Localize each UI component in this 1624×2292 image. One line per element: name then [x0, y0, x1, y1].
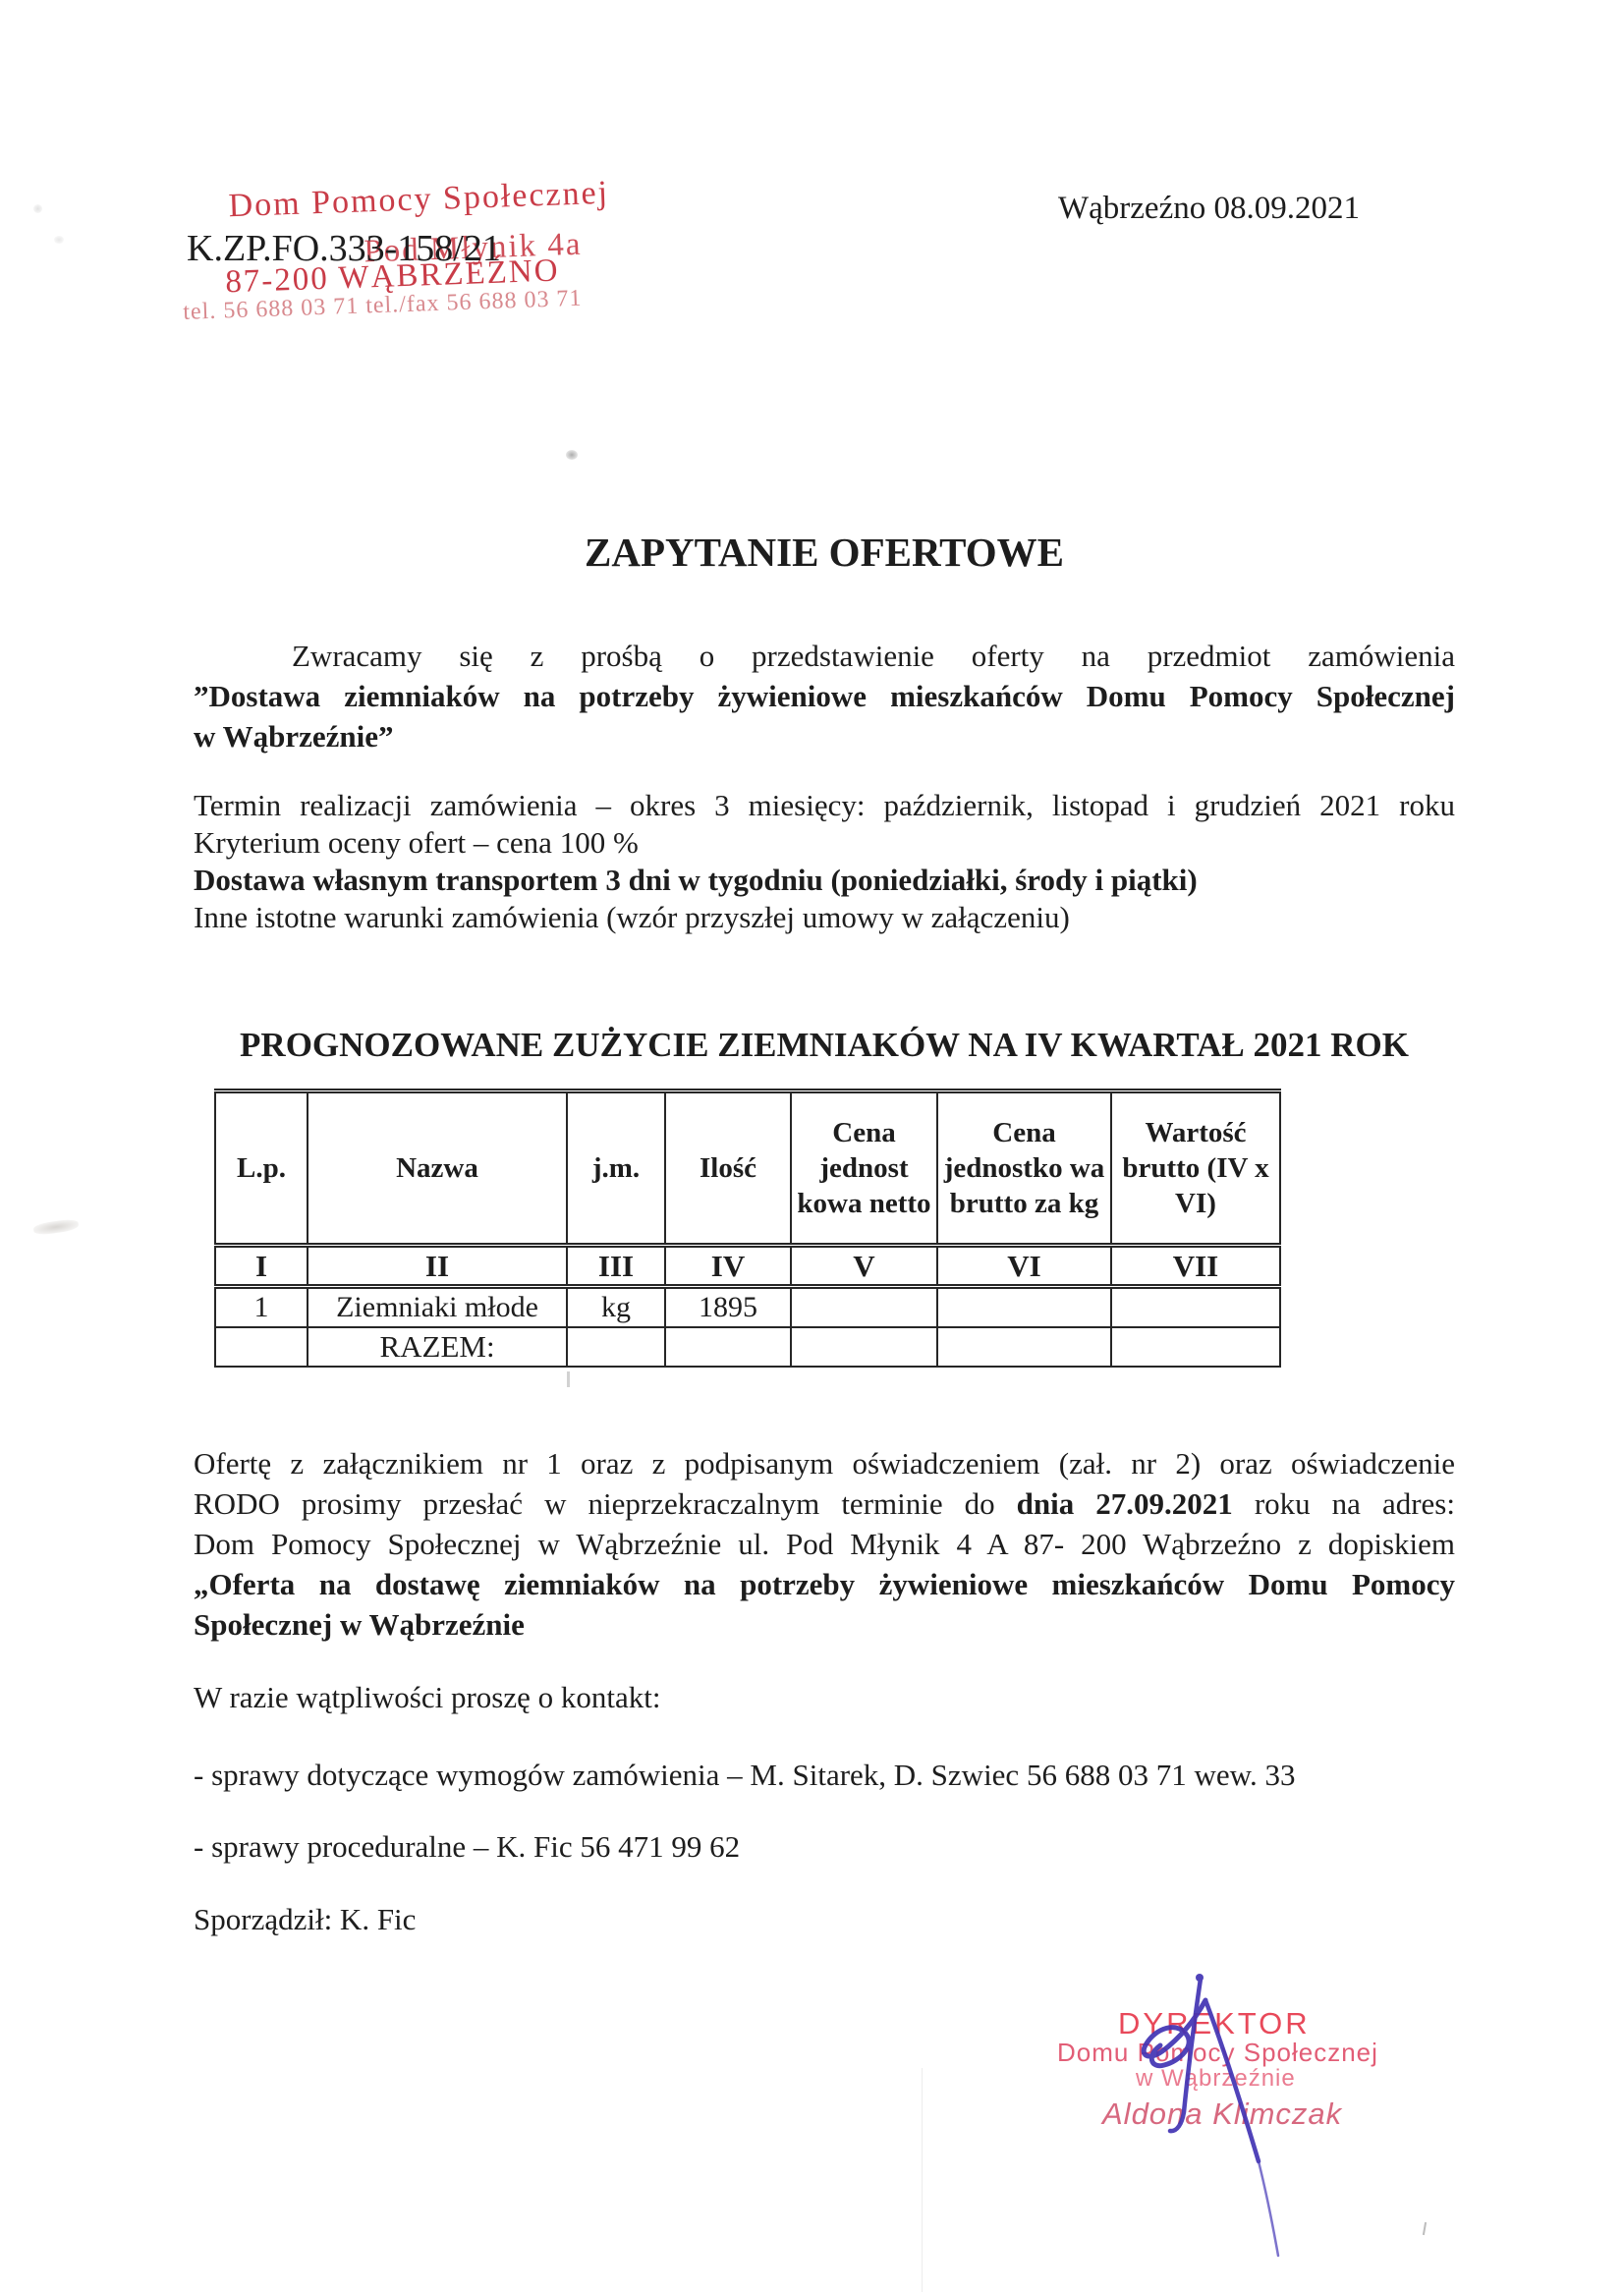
terms-line-4: Inne istotne warunki zamówienia (wzór pr… — [194, 900, 1070, 934]
intro-paragraph: Zwracamy się z prośbą o przedstawienie o… — [194, 639, 1455, 759]
roman-cell: VII — [1110, 1244, 1281, 1289]
submission-line-2: RODO prosimy przesłać w nieprzekraczalny… — [194, 1486, 1455, 1527]
contact-intro: W razie wątpliwości proszę o kontakt: — [194, 1680, 661, 1714]
scan-speck — [54, 236, 64, 244]
total-empty-cell — [790, 1325, 938, 1368]
total-empty-cell — [566, 1325, 666, 1368]
forecast-heading: PROGNOZOWANE ZUŻYCIE ZIEMNIAKÓW NA IV KW… — [240, 1026, 1409, 1064]
total-empty-cell — [664, 1325, 792, 1368]
roman-cell: IV — [664, 1244, 792, 1289]
reference-number: K.ZP.FO.333-158/21 — [187, 228, 501, 269]
scan-crease — [922, 2068, 923, 2292]
roman-cell: V — [790, 1244, 938, 1289]
roman-cell: III — [566, 1244, 666, 1289]
table-roman-row: I II III IV V VI VII — [214, 1244, 1281, 1289]
total-empty-cell — [214, 1325, 308, 1368]
table-row-ziemniaki: 1 Ziemniaki młode kg 1895 — [214, 1285, 1281, 1328]
doc-title: ZAPYTANIE OFERTOWE — [585, 530, 1064, 575]
prepared-by: Sporządził: K. Fic — [194, 1902, 417, 1936]
intro-line-2: ”Dostawa ziemniaków na potrzeby żywienio… — [194, 679, 1455, 713]
cell-ilosc: 1895 — [664, 1285, 792, 1328]
col-header-jm: j.m. — [566, 1090, 666, 1248]
forecast-table: L.p. Nazwa j.m. Ilość Cena jednost kowa … — [214, 1089, 1281, 1368]
submission-line-3: Dom Pomocy Społecznej w Wąbrzeźnie ul. P… — [194, 1527, 1455, 1561]
cell-cena-brutto — [936, 1285, 1112, 1328]
scan-speck — [566, 450, 578, 460]
col-header-wartosc: Wartość brutto (IV x VI) — [1110, 1090, 1281, 1248]
date-line: Wąbrzeźno 08.09.2021 — [1058, 191, 1360, 226]
scan-speck — [1422, 2221, 1428, 2236]
contact-item-2: - sprawy proceduralne – K. Fic 56 471 99… — [194, 1829, 741, 1864]
submission-line-5: Społecznej w Wąbrzeźnie — [194, 1607, 525, 1642]
col-header-cena-brutto: Cena jednostko wa brutto za kg — [936, 1090, 1112, 1248]
stamp-director-org: Domu Pomocy Społecznej — [1057, 2038, 1378, 2067]
scan-smudge — [32, 1217, 80, 1237]
roman-cell: VI — [936, 1244, 1112, 1289]
col-header-lp: L.p. — [214, 1090, 308, 1248]
total-empty-cell — [936, 1325, 1112, 1368]
handwritten-signature — [1141, 1974, 1280, 2258]
table-header-row: L.p. Nazwa j.m. Ilość Cena jednost kowa … — [214, 1090, 1281, 1248]
terms-line-2: Kryterium oceny ofert – cena 100 % — [194, 825, 639, 860]
contact-item-1: - sprawy dotyczące wymogów zamówienia – … — [194, 1758, 1296, 1792]
cell-jm: kg — [566, 1285, 666, 1328]
scan-tick — [567, 1371, 570, 1387]
submission-line-2-post: roku na adres: — [1232, 1486, 1455, 1521]
roman-cell: II — [307, 1244, 568, 1289]
terms-line-1: Termin realizacji zamówienia – okres 3 m… — [194, 788, 1455, 822]
terms-paragraph: Termin realizacji zamówienia – okres 3 m… — [194, 788, 1455, 937]
submission-line-1: Ofertę z załącznikiem nr 1 oraz z podpis… — [194, 1446, 1455, 1481]
stamp-director-name: Aldona Klimczak — [1102, 2096, 1343, 2131]
cell-cena-netto — [790, 1285, 938, 1328]
submission-line-4: „Oferta na dostawę ziemniaków na potrzeb… — [194, 1567, 1455, 1601]
roman-cell: I — [214, 1244, 308, 1289]
intro-line-3: w Wąbrzeźnie” — [194, 719, 394, 754]
total-empty-cell — [1110, 1325, 1281, 1368]
table-total-row: RAZEM: — [214, 1325, 1281, 1368]
submission-line-2-pre: RODO prosimy przesłać w nieprzekraczalny… — [194, 1486, 1017, 1521]
intro-line-1: Zwracamy się z prośbą o przedstawienie o… — [292, 639, 1455, 673]
stamp-org-name: Dom Pomocy Społecznej — [227, 174, 610, 225]
scan-speck — [33, 204, 42, 213]
submission-deadline: dnia 27.09.2021 — [1016, 1486, 1233, 1521]
cell-nazwa: Ziemniaki młode — [307, 1285, 568, 1328]
terms-line-3: Dostawa własnym transportem 3 dni w tygo… — [194, 863, 1198, 897]
total-label-cell: RAZEM: — [307, 1325, 568, 1368]
col-header-cena-netto: Cena jednost kowa netto — [790, 1090, 938, 1248]
submission-paragraph: Ofertę z załącznikiem nr 1 oraz z podpis… — [194, 1446, 1455, 1648]
col-header-nazwa: Nazwa — [307, 1090, 568, 1248]
stamp-director-place: w Wąbrzeźnie — [1136, 2065, 1296, 2092]
cell-lp: 1 — [214, 1285, 308, 1328]
col-header-ilosc: Ilość — [664, 1090, 792, 1248]
cell-wartosc — [1110, 1285, 1281, 1328]
